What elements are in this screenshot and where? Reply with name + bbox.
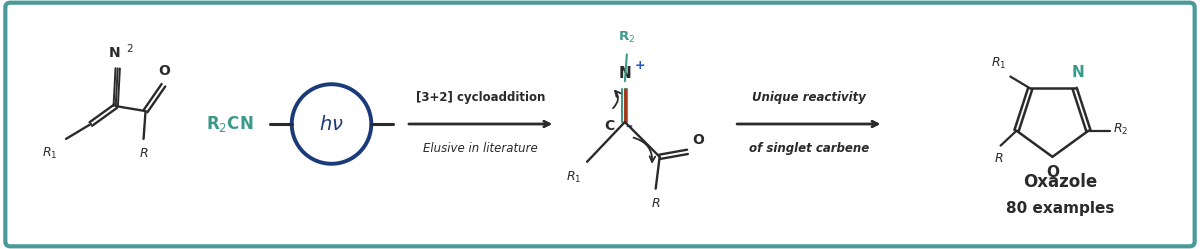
Text: [3+2] cycloaddition: [3+2] cycloaddition — [416, 91, 545, 104]
Text: 80 examples: 80 examples — [1007, 201, 1115, 216]
Text: R$_2$: R$_2$ — [1114, 122, 1129, 137]
Text: R$_1$: R$_1$ — [565, 170, 581, 185]
Text: O: O — [1046, 165, 1058, 180]
Text: R: R — [139, 147, 148, 160]
Text: N: N — [109, 46, 120, 60]
Text: N: N — [1072, 64, 1084, 79]
Text: Elusive in literature: Elusive in literature — [424, 142, 538, 155]
Text: 2: 2 — [127, 44, 133, 54]
Text: C: C — [605, 119, 614, 133]
Text: O: O — [158, 64, 170, 78]
Text: –: – — [625, 119, 632, 133]
Text: R: R — [652, 197, 660, 210]
Text: R$_2$: R$_2$ — [618, 30, 636, 46]
Text: Unique reactivity: Unique reactivity — [752, 91, 865, 104]
Text: Oxazole: Oxazole — [1024, 173, 1098, 191]
Text: R: R — [995, 152, 1003, 165]
Text: O: O — [692, 133, 704, 147]
Text: of singlet carbene: of singlet carbene — [749, 142, 869, 155]
Text: R$_1$: R$_1$ — [991, 56, 1007, 70]
Text: R$_1$: R$_1$ — [42, 146, 58, 161]
Text: +: + — [635, 59, 646, 72]
Text: R$_2$CN: R$_2$CN — [206, 114, 254, 134]
Text: $h\nu$: $h\nu$ — [319, 115, 344, 133]
Text: N: N — [618, 66, 631, 81]
